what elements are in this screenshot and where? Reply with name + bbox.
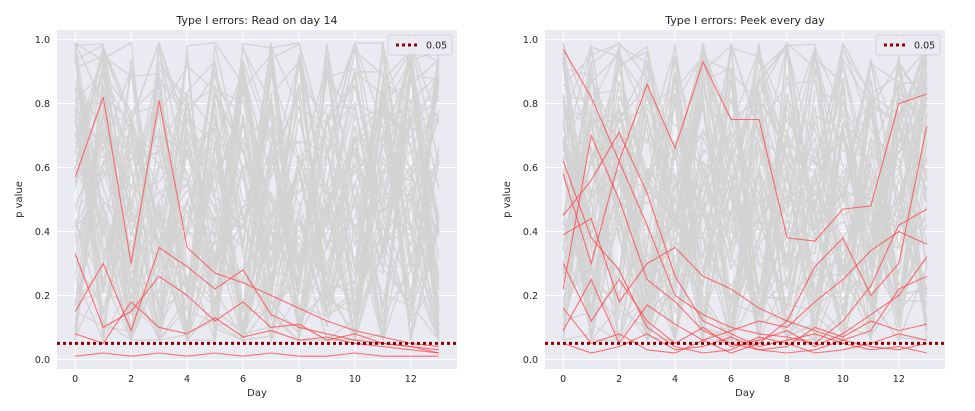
legend-box xyxy=(387,34,453,56)
legend-label: 0.05 xyxy=(426,41,447,52)
y-axis-label: p value xyxy=(14,181,25,218)
null-series-line xyxy=(74,44,440,339)
significant-series-line xyxy=(75,300,439,354)
x-tick-label: 12 xyxy=(405,374,417,385)
null-series-line xyxy=(562,42,928,340)
x-tick-label: 4 xyxy=(184,374,190,385)
y-tick-label: 0.6 xyxy=(35,163,50,174)
x-tick-label: 4 xyxy=(672,374,678,385)
y-axis-label: p value xyxy=(502,181,513,218)
null-series-line xyxy=(74,72,440,343)
y-tick-label: 0.4 xyxy=(523,227,538,238)
significant-series-line xyxy=(562,275,928,354)
series-group xyxy=(74,40,440,357)
y-tick-label: 0.8 xyxy=(523,99,538,110)
y-tick-label: 0.4 xyxy=(35,227,50,238)
x-tick-label: 8 xyxy=(296,374,302,385)
null-series-line xyxy=(562,45,928,342)
x-tick-label: 12 xyxy=(893,374,905,385)
legend-box xyxy=(875,34,941,56)
legend-label: 0.05 xyxy=(914,41,935,52)
null-series-line xyxy=(562,45,928,341)
null-series-line xyxy=(74,68,440,340)
y-tick-label: 0.2 xyxy=(523,291,538,302)
x-tick-label: 8 xyxy=(784,374,790,385)
significant-series-line xyxy=(562,133,927,351)
null-series-line xyxy=(562,79,928,343)
y-tick-label: 0.0 xyxy=(35,355,50,366)
null-series-line xyxy=(74,42,440,342)
x-tick-label: 0 xyxy=(72,374,78,385)
chart-title: Type I errors: Peek every day xyxy=(664,14,825,27)
right-chart-panel: 0 2 4 6 8 10 12 0.0 0.2 0.4 0.6 0.8 1.0 Type I errors… xyxy=(502,14,945,399)
null-series-line xyxy=(74,84,440,332)
null-series-line xyxy=(74,84,440,341)
significant-series-line xyxy=(562,48,927,242)
y-tick-label: 1.0 xyxy=(35,35,50,46)
null-series-line xyxy=(74,46,440,342)
null-series-line xyxy=(74,47,440,335)
left-chart-panel: 0 2 4 6 8 10 12 0.0 0.2 0.4 0.6 0.8 1.0 Type I errors… xyxy=(14,14,457,399)
null-series-line xyxy=(562,46,928,343)
x-tick-label: 6 xyxy=(728,374,734,385)
null-series-line xyxy=(562,62,928,341)
significant-series-line xyxy=(74,246,439,351)
chart-title: Type I errors: Read on day 14 xyxy=(175,14,337,27)
y-tick-label: 1.0 xyxy=(523,35,538,46)
null-series-line xyxy=(74,99,440,334)
null-series-line xyxy=(74,46,440,342)
y-tick-label: 0.0 xyxy=(523,355,538,366)
x-tick-label: 6 xyxy=(240,374,246,385)
series-group xyxy=(562,40,928,354)
x-axis-label: Day xyxy=(735,388,755,399)
significant-series-line xyxy=(562,131,927,354)
x-tick-label: 10 xyxy=(349,374,361,385)
null-series-line xyxy=(562,122,928,341)
significant-series-line xyxy=(562,125,928,322)
null-series-line xyxy=(74,82,440,341)
x-tick-label: 10 xyxy=(837,374,849,385)
y-tick-label: 0.2 xyxy=(35,291,50,302)
x-tick-label: 2 xyxy=(616,374,622,385)
x-axis-label: Day xyxy=(247,388,267,399)
null-series-line xyxy=(562,57,928,343)
null-series-line xyxy=(562,48,928,341)
null-series-line xyxy=(74,74,440,341)
null-series-line xyxy=(74,43,440,320)
y-tick-label: 0.8 xyxy=(35,99,50,110)
y-tick-label: 0.6 xyxy=(523,163,538,174)
significant-series-line xyxy=(74,97,439,348)
null-series-line xyxy=(74,41,440,342)
significant-series-line xyxy=(75,352,439,357)
significant-series-line xyxy=(562,159,928,344)
null-series-line xyxy=(562,42,928,341)
null-series-line xyxy=(562,72,928,341)
x-tick-label: 2 xyxy=(128,374,134,385)
x-tick-label: 0 xyxy=(560,374,566,385)
